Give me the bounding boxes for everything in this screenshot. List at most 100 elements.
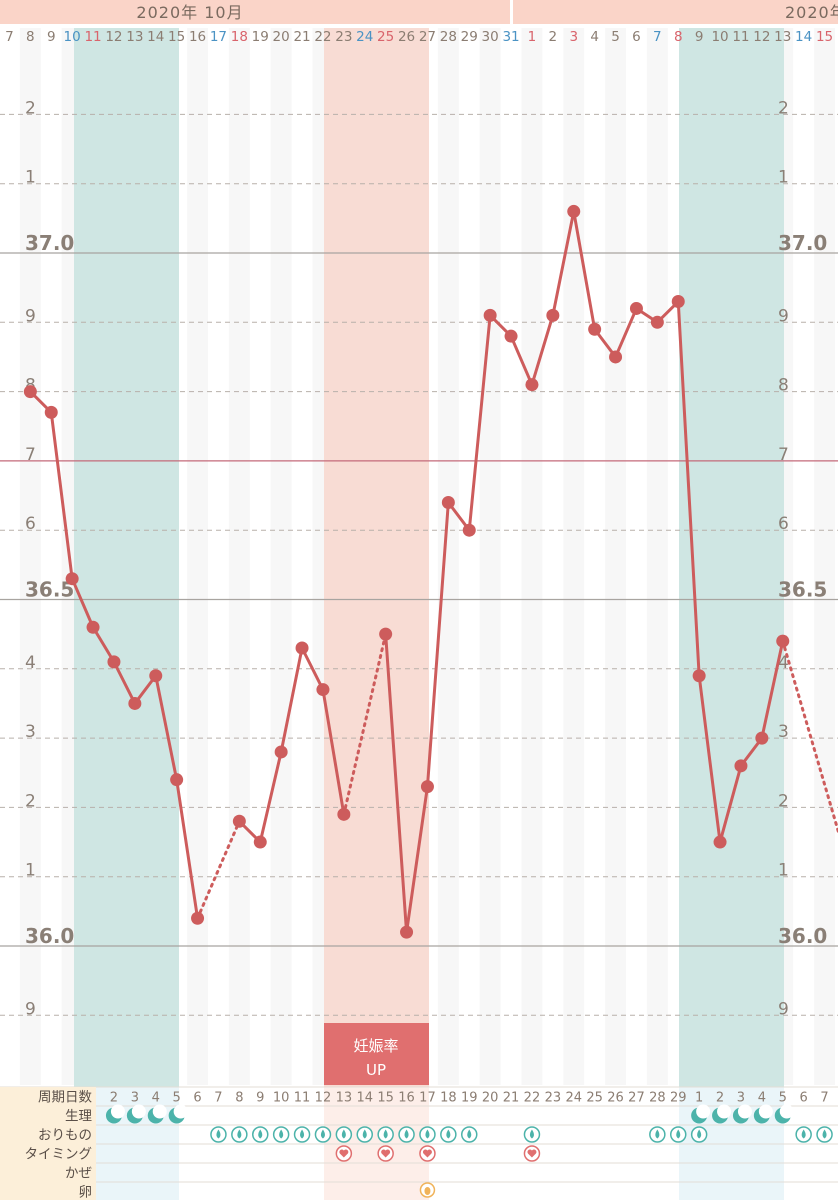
- moon-icon: [712, 1104, 732, 1124]
- date-label: 1: [528, 29, 537, 45]
- data-point[interactable]: [629, 301, 643, 315]
- heart-icon: [419, 1145, 436, 1162]
- data-point[interactable]: [379, 627, 393, 641]
- cycle-day: 29: [670, 1091, 687, 1106]
- y-label-right: 2: [778, 98, 789, 118]
- data-point[interactable]: [149, 669, 163, 683]
- drop-icon: [210, 1126, 227, 1143]
- series-segment: [467, 313, 492, 532]
- moon-cut: [758, 1104, 773, 1119]
- data-point[interactable]: [44, 405, 58, 419]
- cycle-day: 1: [695, 1091, 703, 1106]
- data-point[interactable]: [483, 308, 497, 322]
- chart-bands: [19, 28, 835, 1200]
- cycle-day: 17: [419, 1091, 436, 1106]
- data-point[interactable]: [567, 204, 581, 218]
- data-point[interactable]: [671, 295, 685, 309]
- row-label: 周期日数: [38, 1090, 92, 1106]
- cycle-day: 26: [607, 1091, 624, 1106]
- date-label: 28: [440, 29, 457, 45]
- series-segment: [91, 625, 116, 664]
- cycle-day: 19: [461, 1091, 478, 1106]
- drop-icon: [649, 1126, 666, 1143]
- drop-shape: [425, 1129, 430, 1139]
- data-point[interactable]: [128, 696, 142, 710]
- data-point[interactable]: [274, 745, 288, 759]
- moon-icon: [126, 1104, 146, 1124]
- series-segment: [676, 300, 701, 678]
- moon-icon: [105, 1104, 125, 1124]
- y-label-left: 37.0: [25, 231, 74, 255]
- data-point[interactable]: [546, 308, 560, 322]
- drop-icon: [690, 1126, 708, 1143]
- y-label-right: 3: [778, 722, 789, 742]
- y-label-right: 8: [778, 376, 789, 396]
- data-point[interactable]: [86, 620, 100, 634]
- cycle-day: 7: [214, 1091, 222, 1106]
- data-point[interactable]: [525, 378, 539, 392]
- data-point[interactable]: [253, 835, 267, 849]
- row-label: おりもの: [38, 1128, 92, 1144]
- date-label: 9: [695, 29, 704, 45]
- date-label: 15: [816, 29, 833, 45]
- data-point[interactable]: [65, 572, 79, 586]
- cycle-day: 11: [294, 1091, 311, 1106]
- drop-shape: [279, 1129, 284, 1139]
- fertility-badge[interactable]: 妊娠率 UP: [324, 1023, 429, 1085]
- series-segment: [258, 750, 283, 844]
- heart-icon: [335, 1145, 353, 1162]
- cycle-day: 4: [758, 1091, 766, 1106]
- column-stripe: [187, 28, 208, 1085]
- data-point[interactable]: [504, 329, 518, 343]
- date-label: 12: [105, 29, 122, 45]
- data-point[interactable]: [734, 759, 748, 773]
- data-point[interactable]: [441, 495, 455, 509]
- date-label: 3: [569, 29, 578, 45]
- cycle-day: 25: [586, 1091, 603, 1106]
- data-point[interactable]: [462, 523, 476, 537]
- data-point[interactable]: [191, 911, 205, 925]
- data-point[interactable]: [400, 925, 414, 939]
- cycle-day: 21: [503, 1091, 520, 1106]
- data-point[interactable]: [107, 655, 121, 669]
- data-point[interactable]: [295, 641, 309, 655]
- data-point[interactable]: [232, 814, 246, 828]
- data-point[interactable]: [337, 807, 351, 821]
- y-label-left: 6: [25, 514, 36, 534]
- y-label-left: 3: [25, 722, 36, 742]
- drop-icon: [816, 1126, 833, 1143]
- data-point[interactable]: [170, 773, 184, 787]
- drop-shape: [404, 1129, 409, 1139]
- heart-icon: [377, 1145, 394, 1162]
- series-segment: [760, 639, 785, 740]
- series-segment: [530, 313, 555, 387]
- data-point[interactable]: [692, 669, 706, 683]
- drop-shape: [300, 1129, 305, 1139]
- moon-icon: [753, 1104, 773, 1124]
- date-label: 21: [293, 29, 310, 45]
- date-label: 11: [84, 29, 101, 45]
- date-label: 6: [632, 29, 641, 45]
- moon-cut: [779, 1104, 794, 1119]
- data-point[interactable]: [713, 835, 727, 849]
- drop-icon: [314, 1126, 332, 1143]
- data-point[interactable]: [420, 780, 434, 794]
- date-label: 10: [64, 29, 81, 45]
- data-point[interactable]: [776, 634, 790, 648]
- series-segment: [572, 209, 597, 331]
- y-label-right: 2: [778, 791, 789, 811]
- data-point[interactable]: [650, 315, 664, 329]
- data-point[interactable]: [588, 322, 602, 336]
- series-segment: [425, 500, 450, 789]
- data-point[interactable]: [316, 683, 330, 697]
- y-label-left: 4: [25, 653, 36, 673]
- data-point[interactable]: [23, 385, 37, 399]
- drop-shape: [237, 1129, 242, 1139]
- column-stripe: [270, 28, 292, 1085]
- data-point[interactable]: [755, 731, 769, 745]
- date-label: 20: [273, 29, 290, 45]
- date-row: 7 8 9 10 11 12 13 14 15 16 17 18 19 20 21 22 23 24 25 26 27 2…: [5, 29, 838, 45]
- data-point[interactable]: [609, 350, 623, 364]
- column-stripe: [228, 28, 250, 1085]
